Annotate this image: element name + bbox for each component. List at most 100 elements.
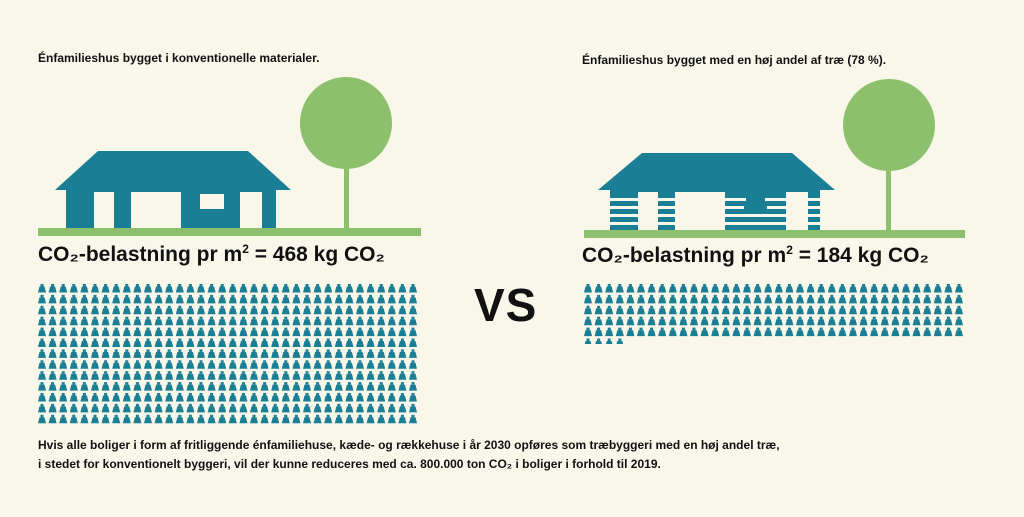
kg-weight-icon	[165, 403, 174, 413]
kg-weight-icon	[880, 305, 889, 315]
kg-weight-icon	[122, 349, 131, 358]
kg-weight-icon	[345, 338, 354, 347]
kg-weight-icon	[112, 403, 121, 413]
kg-weight-icon	[218, 316, 227, 326]
kg-weight-icon	[239, 382, 248, 391]
kg-weight-icon	[91, 327, 99, 337]
kg-weight-icon	[700, 305, 709, 315]
kg-weight-icon	[80, 403, 89, 413]
kg-weight-icon	[101, 305, 110, 315]
kg-weight-icon	[69, 305, 78, 315]
kg-weight-icon	[303, 316, 311, 326]
kg-weight-icon	[239, 414, 248, 424]
kg-weight-icon	[250, 284, 258, 293]
kg-weight-icon	[753, 316, 762, 326]
kg-weight-icon	[69, 382, 78, 391]
kg-weight-icon	[69, 327, 78, 337]
kg-weight-icon	[122, 284, 131, 293]
kg-weight-icon	[334, 349, 343, 358]
kg-weight-icon	[827, 316, 836, 326]
kg-weight-icon	[207, 294, 216, 304]
kg-weight-icon	[409, 414, 417, 424]
kg-weight-icon	[334, 316, 343, 326]
kg-weight-icon	[594, 305, 603, 315]
kg-weight-icon	[732, 327, 741, 337]
vs-label: VS	[474, 279, 538, 331]
kg-weight-icon	[753, 294, 762, 304]
kg-weight-icon	[637, 284, 645, 293]
kg-weight-icon	[154, 371, 163, 380]
kg-weight-icon	[207, 393, 216, 402]
kg-weight-icon	[228, 360, 237, 369]
kg-weight-icon	[133, 338, 142, 347]
kg-weight-icon	[175, 371, 184, 380]
footnote-line-2: i stedet for konventionelt byggeri, vil …	[38, 457, 661, 471]
kg-weight-icon	[334, 338, 343, 347]
kg-weight-icon	[933, 316, 942, 326]
kg-weight-icon	[356, 338, 364, 347]
right-co2-stat: CO₂-belastning pr m2 = 184 kg CO₂	[582, 243, 929, 268]
kg-weight-icon	[356, 360, 364, 369]
kg-weight-icon	[721, 316, 730, 326]
conventional-house-icon	[38, 151, 421, 236]
kg-weight-icon	[186, 338, 195, 347]
kg-weight-icon	[902, 305, 910, 315]
kg-weight-icon	[594, 327, 603, 337]
kg-weight-icon	[48, 316, 57, 326]
kg-weight-icon	[133, 371, 142, 380]
kg-weight-icon	[292, 294, 301, 304]
kg-weight-icon	[250, 338, 258, 347]
kg-weight-icon	[796, 316, 804, 326]
kg-weight-icon	[48, 403, 57, 413]
kg-weight-icon	[345, 360, 354, 369]
kg-weight-icon	[303, 327, 311, 337]
kg-weight-icon	[218, 360, 227, 369]
kg-weight-icon	[165, 349, 174, 358]
kg-weight-icon	[80, 305, 89, 315]
kg-weight-icon	[605, 294, 614, 304]
kg-weight-icon	[356, 393, 364, 402]
kg-weight-icon	[377, 316, 386, 326]
kg-weight-icon	[112, 305, 121, 315]
kg-weight-icon	[303, 338, 311, 347]
kg-weight-icon	[59, 316, 68, 326]
kg-weight-icon	[197, 403, 205, 413]
kg-weight-icon	[584, 294, 592, 304]
kg-weight-icon	[303, 360, 311, 369]
kg-weight-icon	[144, 316, 152, 326]
kg-weight-icon	[700, 284, 709, 293]
kg-weight-icon	[838, 305, 847, 315]
kg-weight-icon	[228, 316, 237, 326]
kg-weight-icon	[59, 305, 68, 315]
kg-weight-icon	[292, 393, 301, 402]
kg-weight-icon	[605, 305, 614, 315]
kg-weight-icon	[218, 414, 227, 424]
kg-weight-icon	[933, 294, 942, 304]
kg-weight-icon	[637, 305, 645, 315]
kg-weight-icon	[197, 349, 205, 358]
kg-weight-icon	[334, 327, 343, 337]
kg-weight-icon	[324, 371, 333, 380]
kg-weight-icon	[398, 305, 407, 315]
kg-weight-icon	[880, 327, 889, 337]
kg-weight-icon	[356, 316, 364, 326]
kg-weight-icon	[250, 414, 258, 424]
kg-weight-icon	[313, 284, 322, 293]
kg-weight-icon	[59, 393, 68, 402]
kg-weight-icon	[165, 284, 174, 293]
kg-weight-icon	[626, 316, 635, 326]
kg-weight-icon	[144, 360, 152, 369]
kg-weight-icon	[870, 294, 879, 304]
kg-weight-icon	[366, 284, 375, 293]
kg-weight-icon	[154, 349, 163, 358]
kg-weight-icon	[292, 414, 301, 424]
kg-weight-icon	[281, 403, 290, 413]
right-kg-icon-grid	[584, 284, 963, 344]
kg-weight-icon	[228, 371, 237, 380]
kg-weight-icon	[334, 294, 343, 304]
right-subtitle: Énfamilieshus bygget med en høj andel af…	[582, 53, 887, 67]
kg-weight-icon	[366, 338, 375, 347]
kg-weight-icon	[38, 360, 46, 369]
kg-weight-icon	[144, 349, 152, 358]
